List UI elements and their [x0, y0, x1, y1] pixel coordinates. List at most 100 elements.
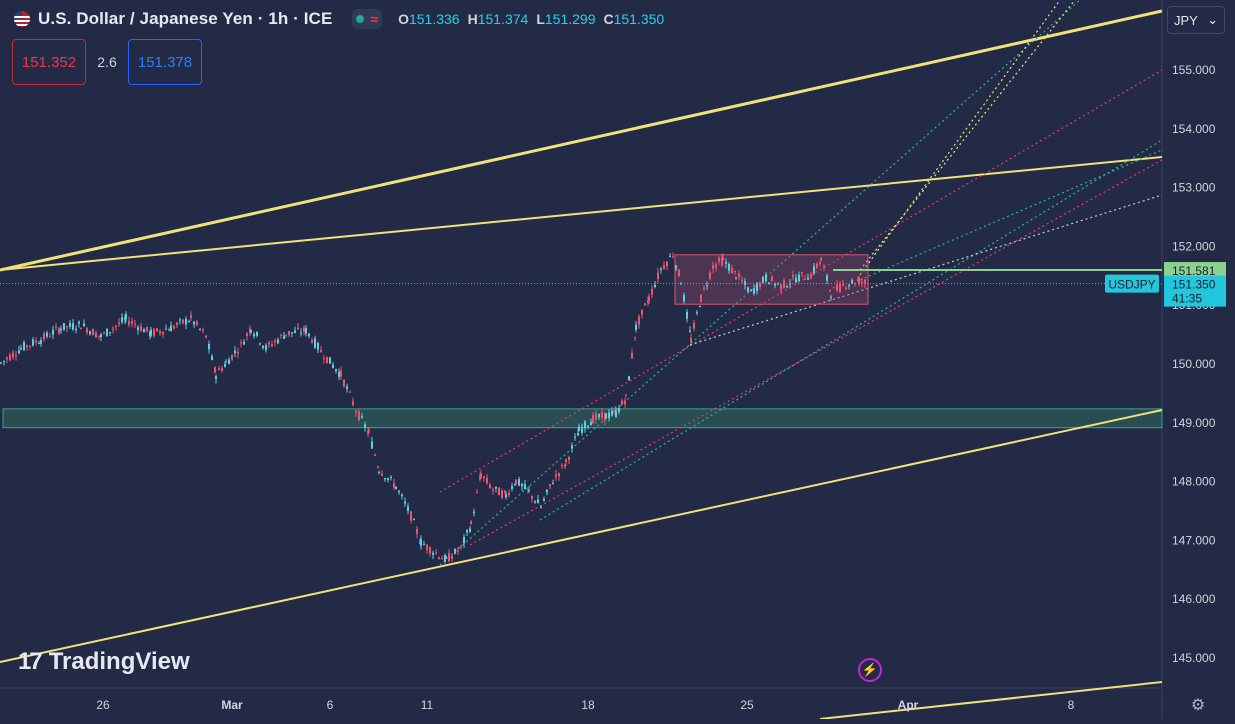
candle-body [106, 328, 108, 337]
candle-body [731, 267, 733, 274]
candle-body [454, 548, 456, 554]
candle-body [584, 421, 586, 429]
candle-body [819, 261, 821, 264]
candle-body [395, 486, 397, 489]
candle-body [89, 331, 91, 335]
candle-body [280, 334, 282, 336]
symbol-title[interactable]: U.S. Dollar / Japanese Yen · 1h · ICE [38, 9, 333, 28]
flash-icon[interactable]: ⚡ [858, 658, 882, 682]
candle-body [441, 558, 443, 560]
candle-body [473, 511, 475, 514]
candle-body [18, 350, 20, 354]
candle-body [268, 342, 270, 345]
level-price-label: 151.581 [1172, 264, 1216, 278]
candle-body [215, 376, 217, 379]
market-status[interactable]: ≈ [352, 9, 383, 29]
candle-body [765, 274, 767, 282]
candle-body [262, 345, 264, 348]
candle-body [285, 334, 287, 336]
sell-button[interactable]: 151.352 [12, 39, 86, 85]
candle-body [80, 327, 82, 330]
ohlc-high-value: 151.374 [477, 11, 529, 27]
y-tick-label: 145.000 [1172, 651, 1216, 665]
candle-body [343, 379, 345, 387]
candle-body [680, 283, 682, 285]
y-tick-label: 155.000 [1172, 63, 1216, 77]
candle-body [271, 344, 273, 347]
candle-body [657, 272, 659, 280]
candle-body [329, 357, 331, 364]
candle-body [338, 371, 340, 377]
candle-body [804, 278, 806, 280]
currency-selector[interactable]: JPY ⌄ [1167, 6, 1225, 34]
ohlc-open-value: 151.336 [408, 11, 460, 27]
candle-body [750, 289, 752, 291]
candle-body [486, 478, 488, 483]
candle-body [792, 274, 794, 278]
buy-button[interactable]: 151.378 [128, 39, 202, 85]
candle-body [413, 519, 415, 521]
candle-body [231, 354, 233, 360]
x-tick-label: 25 [740, 698, 754, 712]
channel-upper-line [0, 9, 1163, 272]
fan-line-teal-3 [859, 149, 1163, 281]
candle-body [669, 255, 671, 257]
candle-body [738, 273, 740, 277]
candle-body [23, 342, 25, 351]
spread-value: 2.6 [97, 54, 117, 70]
candle-body [466, 530, 468, 533]
y-tick-label: 150.000 [1172, 357, 1216, 371]
candle-body [521, 483, 523, 487]
chart-header: U.S. Dollar / Japanese Yen · 1h · ICE ≈ … [14, 6, 664, 32]
candle-body [492, 489, 494, 491]
candle-body [75, 328, 77, 330]
candle-body [103, 332, 105, 334]
candle-body [672, 256, 674, 258]
resistance-trend-line [0, 156, 1163, 271]
candle-body [813, 266, 815, 274]
candle-body [432, 552, 434, 555]
candle-body [457, 550, 459, 552]
candle-body [635, 324, 637, 330]
ohlc-readout: O151.336 H151.374 L151.299 C151.350 [398, 11, 664, 27]
x-tick-label: 8 [1068, 698, 1075, 712]
candle-body [58, 328, 60, 334]
candle-body [38, 342, 40, 344]
candle-body [224, 363, 226, 367]
candle-body [489, 484, 491, 489]
candle-body [193, 321, 195, 325]
candle-body [134, 324, 136, 326]
candle-body [100, 334, 102, 337]
channel-lower-line [0, 409, 1163, 663]
candle-body [451, 556, 453, 559]
candle-body [628, 376, 630, 381]
candle-body [377, 466, 379, 468]
candle-body [420, 539, 422, 546]
ohlc-low-value: 151.299 [544, 11, 596, 27]
candle-body [524, 484, 526, 489]
candle-body [741, 280, 743, 282]
candle-body [460, 545, 462, 547]
candle-body [571, 445, 573, 449]
candle-body [26, 345, 28, 348]
candle-body [552, 482, 554, 485]
candle-body [625, 394, 627, 396]
symbol-tag [1105, 274, 1159, 293]
candle-body [250, 330, 252, 333]
candle-body [641, 309, 643, 315]
chevron-down-icon: ⌄ [1207, 12, 1218, 27]
candle-body [358, 411, 360, 421]
candle-body [346, 386, 348, 389]
candle-body [463, 537, 465, 544]
candle-body [479, 476, 481, 480]
candle-body [631, 352, 633, 359]
candle-body [826, 275, 828, 281]
x-tick-label: Apr [898, 698, 919, 712]
y-tick-label: 154.000 [1172, 122, 1216, 136]
candle-body [156, 328, 158, 332]
settings-gear-icon[interactable]: ⚙ [1190, 697, 1206, 714]
candle-body [237, 352, 239, 354]
candle-body [718, 258, 720, 262]
